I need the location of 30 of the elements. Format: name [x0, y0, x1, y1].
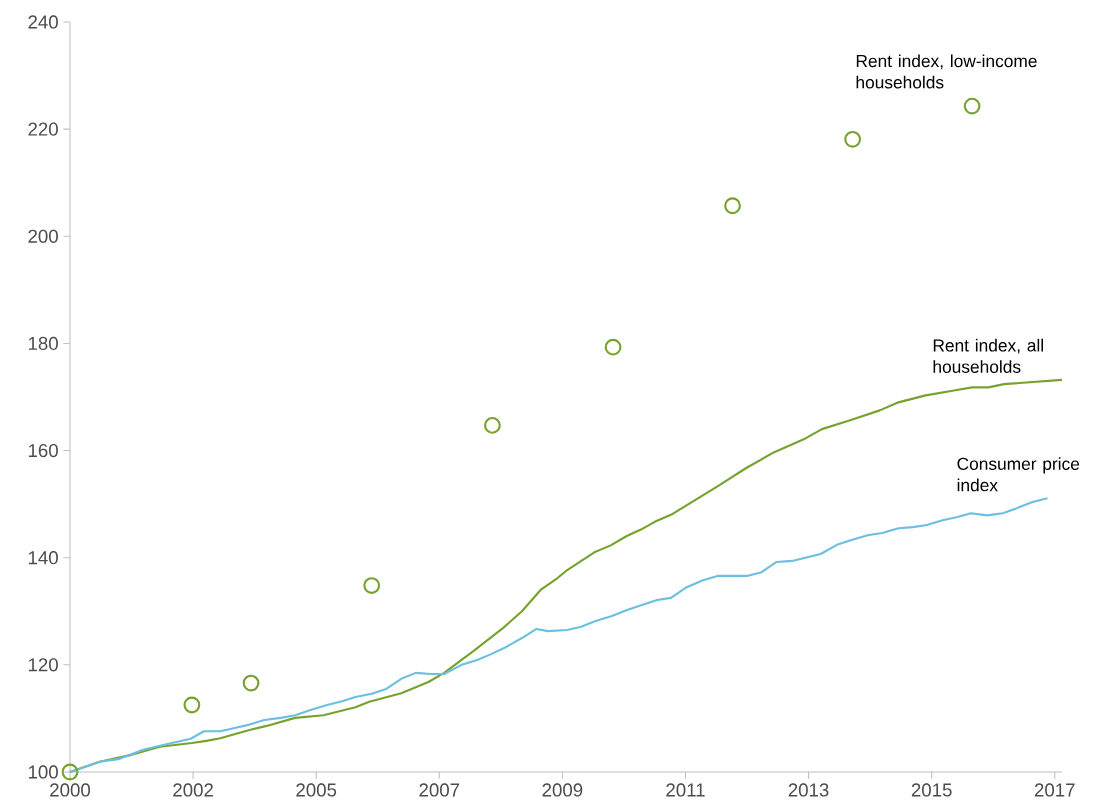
y-tick-label: 160: [28, 443, 58, 458]
y-tick-label: 240: [28, 15, 58, 29]
x-tick-label: 2015: [911, 783, 952, 797]
x-tick-label: 2011: [666, 783, 705, 797]
point: [844, 130, 862, 148]
x-tick-label: 2000: [50, 783, 91, 797]
y-tick-label: 120: [28, 658, 58, 672]
point: [724, 197, 741, 215]
y-tick-label: 100: [28, 765, 58, 779]
x-tick-label: 2017: [1034, 783, 1075, 797]
series-label: Consumer price index: [957, 457, 1080, 492]
x-tick-label: 2007: [419, 783, 460, 797]
point: [363, 577, 381, 594]
point: [963, 97, 981, 115]
point: [61, 763, 79, 781]
point: [183, 696, 201, 714]
series-label: Rent index, all households: [933, 338, 1043, 373]
x-tick-label: 2009: [542, 783, 583, 797]
line-series: [68, 497, 1049, 774]
x-tick-label: 2005: [296, 783, 337, 797]
x-tick-label: 2013: [788, 783, 829, 797]
text: Rent index, low-income households: [856, 54, 1037, 89]
x-tick-label: 2002: [173, 783, 213, 797]
point: [242, 674, 260, 692]
y-tick-label: 220: [28, 122, 58, 136]
y-tick-label: 140: [28, 551, 58, 565]
point: [604, 338, 622, 356]
point: [483, 416, 501, 434]
y-tick-label: 200: [28, 229, 58, 243]
y-tick-label: 180: [28, 336, 58, 351]
